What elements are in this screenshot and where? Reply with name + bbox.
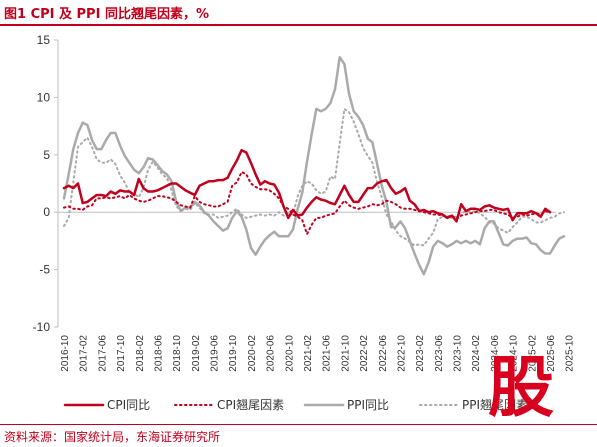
chart-series <box>62 55 566 276</box>
y-tick-label: 15 <box>37 33 51 47</box>
x-tick-label: 2021-02 <box>303 335 314 372</box>
x-tick-label: 2022-10 <box>396 335 407 372</box>
x-tick-label: 2023-10 <box>453 335 464 372</box>
x-tick-label: 2020-10 <box>284 335 295 372</box>
legend-label-1: CPI翘尾因素 <box>217 398 284 412</box>
series-line-2 <box>62 55 566 276</box>
source-note: 资料来源：国家统计局，东海证券研究所 <box>4 430 221 444</box>
title-divider <box>0 24 597 26</box>
y-tick-label: 10 <box>37 90 51 104</box>
legend-label-0: CPI同比 <box>107 398 150 412</box>
x-tick-label: 2022-02 <box>359 335 370 372</box>
series-line-3 <box>63 107 565 247</box>
series-line-0 <box>62 148 552 223</box>
y-tick-label: -10 <box>33 320 51 334</box>
x-tick-label: 2019-10 <box>228 335 239 372</box>
chart-legend: CPI同比 CPI翘尾因素 PPI同比 PPI翘尾因素 <box>63 398 528 412</box>
x-tick-label: 2019-06 <box>210 335 221 372</box>
x-tick-label: 2017-02 <box>79 335 90 372</box>
x-tick-label: 2025-06 <box>546 335 557 372</box>
y-tick-label: 0 <box>43 205 50 219</box>
x-axis-ticks: 2016-10 2017-02 2017-06 2017-10 2018-02 2018-… <box>60 335 576 372</box>
x-tick-label: 2018-02 <box>135 335 146 372</box>
watermark-logo: 股 <box>488 349 554 426</box>
x-tick-label: 2023-06 <box>434 335 445 372</box>
x-tick-label: 2016-10 <box>60 335 71 372</box>
x-tick-label: 2017-06 <box>97 335 108 372</box>
x-tick-label: 2023-02 <box>415 335 426 372</box>
series-line-1 <box>63 171 551 235</box>
legend-label-2: PPI同比 <box>347 398 389 412</box>
x-tick-label: 2025-10 <box>565 335 576 372</box>
x-tick-label: 2024-10 <box>509 335 520 372</box>
chart-title: 图1 CPI 及 PPI 同比翘尾因素，% <box>4 7 209 22</box>
x-tick-label: 2020-06 <box>266 335 277 372</box>
x-tick-label: 2018-06 <box>153 335 164 372</box>
x-tick-label: 2025-02 <box>527 335 538 372</box>
x-tick-label: 2021-06 <box>322 335 333 372</box>
y-tick-label: 5 <box>43 148 50 162</box>
y-axis-ticks: 15 10 5 0 -5 -10 <box>33 33 58 334</box>
source-divider <box>0 424 597 425</box>
x-tick-label: 2020-02 <box>247 335 258 372</box>
chart-axes <box>57 40 556 327</box>
x-tick-label: 2019-02 <box>191 335 202 372</box>
x-tick-label: 2022-06 <box>378 335 389 372</box>
x-tick-label: 2017-10 <box>116 335 127 372</box>
legend-label-3: PPI翘尾因素 <box>462 398 528 412</box>
y-tick-label: -5 <box>39 263 50 277</box>
x-tick-label: 2018-10 <box>172 335 183 372</box>
x-tick-label: 2024-06 <box>490 335 501 372</box>
x-tick-label: 2021-10 <box>340 335 351 372</box>
x-tick-label: 2024-02 <box>471 335 482 372</box>
